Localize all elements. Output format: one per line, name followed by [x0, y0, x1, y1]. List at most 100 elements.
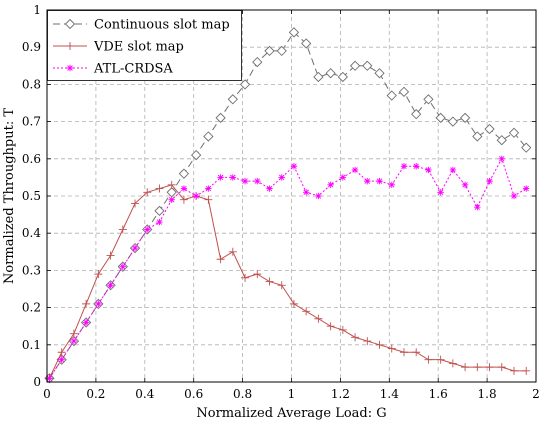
x-tick-label: 1.4: [380, 387, 399, 401]
data-point: [388, 181, 395, 189]
data-point: [351, 333, 360, 342]
data-point: [167, 180, 176, 189]
data-point: [484, 123, 495, 135]
x-axis-label: Normalized Average Load: G: [196, 406, 386, 421]
data-point: [436, 355, 445, 364]
data-point: [118, 225, 127, 234]
data-point: [82, 319, 90, 326]
data-point: [472, 131, 483, 142]
series-layer: [44, 27, 532, 384]
data-point: [46, 375, 53, 382]
y-tick-label: 0.5: [22, 189, 41, 203]
series-line: [49, 157, 527, 379]
x-tick-label: 0.8: [233, 387, 252, 401]
data-point: [131, 199, 140, 208]
legend-marker: [66, 64, 74, 72]
y-tick-label: 1: [33, 3, 41, 17]
data-point: [412, 348, 421, 357]
data-point: [119, 263, 126, 270]
data-point: [412, 163, 420, 170]
data-point: [314, 314, 323, 323]
data-point: [400, 163, 408, 170]
data-point: [227, 94, 238, 105]
data-point: [423, 94, 434, 105]
x-tick-label: 1.2: [331, 387, 350, 401]
data-point: [301, 38, 312, 49]
y-tick-label: 0.3: [22, 263, 41, 277]
y-tick-labels: 0 0.1 0.2 0.3 0.4 0.5 0.6 0.7 0.8 0.9 1: [22, 3, 41, 389]
data-point: [338, 325, 347, 334]
data-point: [252, 56, 263, 68]
data-point: [315, 192, 322, 200]
data-point: [276, 45, 287, 57]
data-point: [424, 355, 433, 364]
data-point: [179, 195, 188, 204]
series-line: [48, 184, 527, 379]
y-tick-label: 0.9: [22, 40, 41, 54]
y-tick-label: 0.8: [22, 77, 41, 91]
legend-item: Continuous slot map: [53, 18, 230, 33]
data-point: [277, 281, 286, 290]
data-point: [253, 270, 262, 279]
data-point: [266, 185, 273, 192]
data-point: [143, 188, 152, 197]
x-tick-label: 0.2: [86, 387, 105, 401]
data-point: [398, 86, 410, 97]
data-point: [168, 196, 175, 203]
data-point: [107, 282, 114, 289]
legend-label: ATL-CRDSA: [93, 62, 173, 77]
data-point: [203, 131, 214, 142]
x-tick-label: 1.8: [478, 387, 497, 401]
data-point: [265, 277, 274, 286]
x-tick-label: 1.6: [429, 387, 448, 401]
data-point: [327, 181, 334, 189]
data-point: [57, 348, 66, 357]
y-tick-label: 0.7: [22, 115, 41, 129]
legend-label: VDE slot map: [93, 40, 184, 55]
data-point: [375, 340, 384, 349]
data-point: [326, 322, 335, 331]
legend-item: VDE slot map: [53, 40, 184, 55]
data-point: [94, 270, 103, 279]
legend-label: Continuous slot map: [94, 18, 230, 33]
data-point: [437, 189, 444, 196]
x-tick-label: 0: [43, 387, 51, 401]
data-point: [58, 356, 65, 363]
data-point: [204, 195, 213, 204]
data-point: [461, 181, 469, 189]
data-point: [399, 348, 408, 357]
data-point: [374, 68, 385, 79]
data-point: [425, 166, 432, 174]
y-tick-label: 0.2: [22, 301, 41, 315]
data-point: [154, 205, 165, 217]
data-point: [337, 71, 348, 83]
data-point: [239, 79, 251, 90]
data-point: [216, 255, 225, 264]
data-point: [510, 192, 518, 200]
data-point: [485, 363, 494, 372]
data-point: [241, 177, 249, 185]
data-point: [254, 177, 261, 185]
data-point: [351, 166, 359, 174]
data-point: [325, 68, 336, 79]
data-point: [131, 244, 139, 252]
data-point: [459, 112, 471, 124]
data-point: [376, 177, 383, 185]
x-tick-label: 1: [288, 387, 296, 401]
series-2: [46, 155, 530, 382]
data-point: [498, 155, 505, 162]
data-point: [349, 60, 361, 71]
data-point: [435, 112, 446, 124]
data-point: [192, 192, 200, 200]
data-point: [69, 329, 78, 338]
data-point: [447, 116, 459, 127]
data-point: [474, 203, 481, 211]
data-point: [156, 218, 163, 226]
data-point: [362, 60, 373, 71]
data-point: [95, 300, 102, 308]
x-tick-label: 0.4: [135, 387, 154, 401]
data-point: [191, 149, 202, 161]
data-point: [364, 177, 371, 185]
y-tick-label: 0: [33, 375, 41, 389]
